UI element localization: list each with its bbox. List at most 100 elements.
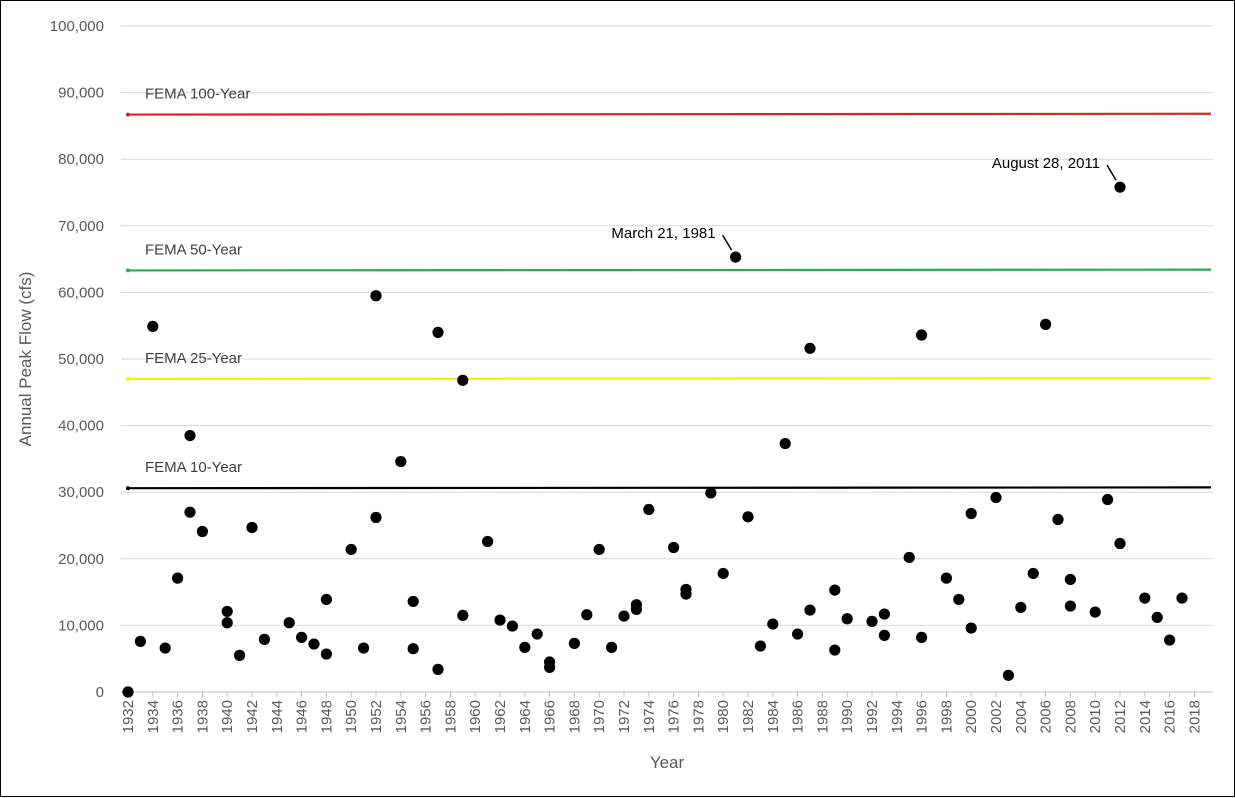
- data-point: [296, 631, 308, 643]
- reference-line: [127, 486, 1212, 490]
- x-tick-label: 1980: [715, 700, 732, 733]
- x-tick-label: 1974: [641, 700, 658, 733]
- data-point: [804, 604, 816, 616]
- data-point: [606, 641, 618, 653]
- data-point: [1176, 592, 1188, 604]
- x-tick-label: 1988: [814, 700, 831, 733]
- data-point: [283, 617, 295, 629]
- x-tick-label: 1970: [591, 700, 608, 733]
- data-point: [246, 521, 258, 534]
- reference-line-label: FEMA 50-Year: [145, 241, 242, 258]
- data-point: [1164, 634, 1176, 646]
- data-point: [134, 635, 146, 647]
- data-point: [903, 551, 915, 564]
- data-point: [308, 638, 320, 650]
- data-point: [184, 429, 196, 442]
- x-tick-label: 1944: [269, 700, 286, 733]
- data-points: [122, 181, 1188, 698]
- reference-line: [127, 377, 1212, 381]
- y-tick-label: 50,000: [58, 351, 104, 368]
- y-tick-label: 90,000: [58, 85, 104, 102]
- data-point: [804, 342, 816, 354]
- data-point: [965, 507, 977, 520]
- x-tick-label: 1958: [442, 700, 459, 733]
- y-tick-label: 30,000: [58, 484, 104, 501]
- data-point: [457, 609, 469, 622]
- x-tick-label: 1940: [219, 700, 236, 733]
- data-point: [370, 511, 382, 524]
- data-point: [618, 610, 630, 622]
- y-tick-labels: 0 10,000 20,000 30,000 40,000 50,000 60,000 70,…: [50, 18, 104, 701]
- data-point: [1064, 573, 1076, 586]
- data-point: [866, 615, 878, 628]
- annotation-label: March 21, 1981: [611, 225, 715, 242]
- x-tick-label: 2014: [1137, 700, 1154, 733]
- x-tick-label: 1964: [517, 700, 534, 733]
- reference-line-label: FEMA 10-Year: [145, 459, 242, 476]
- y-tick-label: 70,000: [58, 218, 104, 235]
- annotation-leader: [721, 234, 733, 251]
- data-point: [680, 583, 692, 596]
- reference-line-label: FEMA 25-Year: [145, 350, 242, 367]
- data-point: [878, 629, 891, 641]
- data-point: [668, 541, 680, 554]
- x-tick-label: 1986: [790, 700, 807, 733]
- x-tick-label: 1948: [318, 700, 335, 733]
- data-point: [581, 609, 593, 621]
- data-point: [531, 628, 543, 640]
- data-point: [407, 643, 419, 655]
- annotations: March 21, 1981 August 28, 2011: [611, 155, 1117, 251]
- data-point: [1015, 601, 1027, 614]
- x-tick-label: 2010: [1087, 700, 1104, 733]
- data-point: [841, 613, 853, 625]
- data-point: [234, 649, 246, 661]
- x-tick-label: 2018: [1186, 700, 1203, 733]
- data-point: [742, 511, 754, 523]
- data-point: [792, 628, 804, 640]
- y-tick-label: 0: [96, 684, 104, 701]
- data-point: [258, 633, 270, 645]
- data-point: [147, 320, 159, 332]
- data-point: [320, 593, 332, 606]
- x-tick-label: 2004: [1013, 700, 1030, 733]
- x-tick-label: 1990: [839, 700, 856, 733]
- data-point: [494, 614, 506, 626]
- data-point: [953, 593, 965, 606]
- data-point: [221, 617, 233, 629]
- data-point: [779, 437, 791, 450]
- x-tick-label: 1950: [343, 700, 360, 733]
- x-tick-label: 1932: [120, 700, 137, 733]
- x-tick-label: 1976: [666, 700, 683, 733]
- data-point: [705, 487, 717, 499]
- data-point: [717, 567, 729, 580]
- x-tick-label: 2016: [1162, 700, 1179, 733]
- gridlines: [121, 25, 1213, 626]
- x-tick-label: 1966: [542, 700, 559, 733]
- reference-lines: FEMA 100-Year FEMA 50-Year FEMA 25-Year FEM…: [126, 86, 1212, 491]
- data-point: [457, 374, 469, 386]
- data-point: [320, 648, 332, 660]
- data-point: [878, 608, 891, 620]
- data-point: [407, 595, 419, 608]
- x-tick-label: 1996: [914, 700, 931, 733]
- data-point: [1151, 611, 1163, 624]
- x-tick-label: 1968: [566, 700, 583, 733]
- data-point: [432, 326, 444, 338]
- data-point: [1114, 537, 1126, 550]
- data-point: [730, 251, 742, 263]
- data-point: [370, 290, 382, 302]
- data-point: [184, 506, 196, 518]
- reference-line: [127, 268, 1212, 272]
- y-tick-label: 10,000: [58, 617, 104, 634]
- data-point: [1052, 513, 1064, 526]
- data-point: [1064, 600, 1076, 612]
- x-tick-label: 2006: [1038, 700, 1055, 733]
- data-point: [482, 535, 494, 548]
- data-point: [172, 572, 184, 584]
- y-tick-label: 100,000: [50, 18, 104, 35]
- data-point: [432, 663, 444, 675]
- x-tick-label: 1978: [690, 700, 707, 733]
- data-point: [519, 641, 531, 653]
- x-tick-label: 1954: [393, 700, 410, 733]
